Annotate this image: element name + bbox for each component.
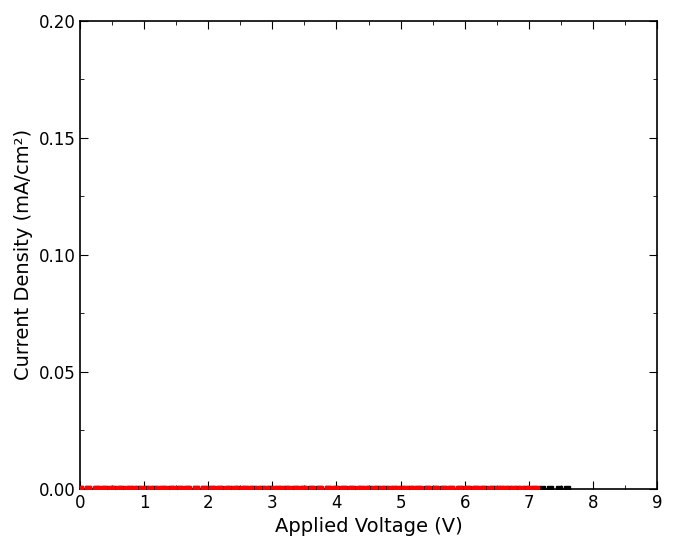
Y-axis label: Current Density (mA/cm²): Current Density (mA/cm²) bbox=[14, 129, 33, 381]
X-axis label: Applied Voltage (V): Applied Voltage (V) bbox=[274, 517, 462, 536]
